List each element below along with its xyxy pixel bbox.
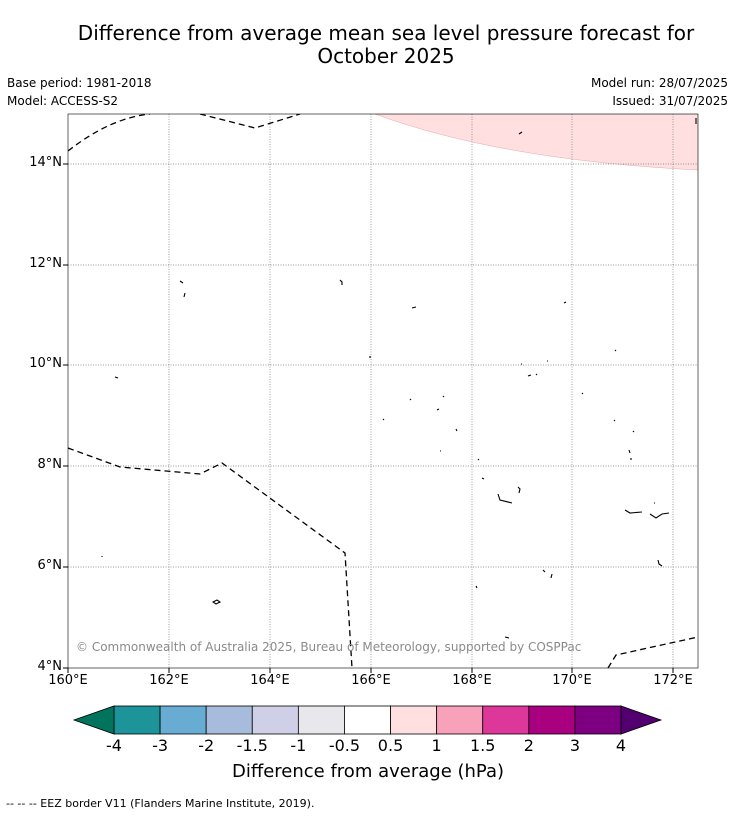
colorbar-label: Difference from average (hPa): [231, 761, 505, 782]
colorbar-cell: [436, 705, 484, 735]
colorbar-under-arrow: [72, 705, 115, 735]
colorbar-tick-label: -3: [152, 736, 169, 755]
lat-label: 12°N: [29, 256, 62, 271]
eez-legend: -- -- -- EEZ border V11 (Flanders Marine…: [6, 797, 315, 810]
colorbar-tick-label: 1.5: [469, 736, 496, 755]
colorbar-cell: [574, 705, 622, 735]
lat-label: 8°N: [37, 457, 63, 472]
colorbar-over-arrow: [620, 705, 663, 735]
colorbar: [72, 705, 663, 735]
colorbar-tick-label: -2: [198, 736, 215, 755]
colorbar-cell: [205, 705, 253, 735]
colorbar-cell: [390, 705, 438, 735]
colorbar-tick-label: 4: [615, 736, 627, 755]
colorbar-tick-label: -1.5: [236, 736, 268, 755]
map-frame: [67, 113, 699, 669]
lon-label: 160°E: [48, 673, 88, 688]
lon-label: 172°E: [653, 673, 693, 688]
colorbar-tick-label: -4: [106, 736, 122, 755]
axis-ticks: [63, 163, 674, 673]
colorbar-tick-label: 0.5: [377, 736, 404, 755]
lat-label: 6°N: [37, 558, 63, 573]
colorbar-cell: [113, 705, 161, 735]
colorbar-tick-label: 1: [431, 736, 442, 755]
issued-date: Issued: 31/07/2025: [612, 94, 728, 108]
lat-label: 14°N: [29, 155, 62, 170]
lon-label: 170°E: [552, 673, 592, 688]
meta-right: Model run: 28/07/2025 Issued: 31/07/2025: [591, 74, 728, 110]
lon-label: 166°E: [351, 673, 391, 688]
colorbar-cell: [297, 705, 345, 735]
lat-label: 10°N: [29, 356, 62, 371]
eez-borders: [68, 114, 698, 668]
lon-label: 164°E: [250, 673, 290, 688]
colorbar-tick-label: 2: [523, 736, 534, 755]
shaded-anomaly-region: [374, 114, 698, 171]
base-period: Base period: 1981-2018: [7, 76, 152, 90]
lon-label: 162°E: [149, 673, 189, 688]
title-line-2: October 2025: [317, 44, 455, 68]
map-canvas: [63, 113, 699, 673]
colorbar-cell: [251, 705, 299, 735]
colorbar-cell: [159, 705, 207, 735]
colorbar-tick-label: 3: [569, 736, 580, 755]
colorbar-cell: [482, 705, 530, 735]
graticule: [68, 114, 698, 668]
islands: [101, 118, 697, 639]
model-name: Model: ACCESS-S2: [7, 94, 119, 108]
lat-label: 4°N: [37, 659, 63, 674]
colorbar-cell: [528, 705, 576, 735]
model-run: Model run: 28/07/2025: [590, 76, 728, 90]
title-line-1: Difference from average mean sea level p…: [77, 21, 695, 45]
colorbar-tick-label: -0.5: [328, 736, 361, 755]
lon-label: 168°E: [452, 673, 492, 688]
meta-left: Base period: 1981-2018 Model: ACCESS-S2: [7, 74, 152, 110]
colorbar-cell: [344, 705, 391, 735]
map-title: Difference from average mean sea level p…: [40, 22, 732, 68]
colorbar-tick-label: -1: [290, 736, 307, 755]
copyright-notice: © Commonwealth of Australia 2025, Bureau…: [76, 640, 582, 654]
